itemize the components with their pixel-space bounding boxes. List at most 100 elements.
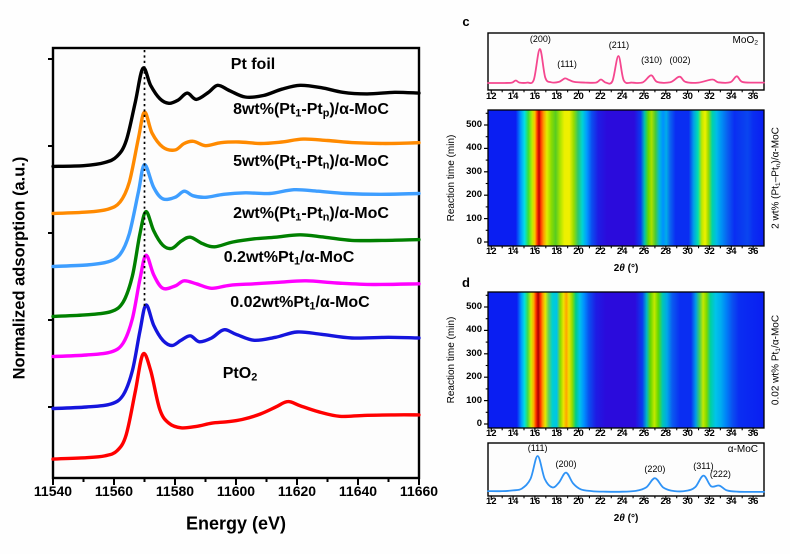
moo2-xrd-x-tick-label: 12 [485,91,497,102]
sample-label-002wt: 0.02 wt% Pt1/α-MoC [770,314,783,406]
xanes-curve-0p2wt [51,253,421,359]
x-tick-label: 11540 [33,483,73,499]
amoc-xrd-x-tick-label: 22 [595,496,606,507]
moo2-xrd-x-tick-label: 34 [725,91,737,102]
xanes-curve-pto2 [51,351,421,461]
amoc-xrd-x-tick-label: 28 [660,496,672,507]
amoc-xrd-x-tick-label: 34 [725,496,737,507]
amoc-xrd-x-tick-label: 18 [551,496,563,507]
heatmap-002wt-y-tick-label: 100 [466,394,482,406]
heatmap-2wt-y-tick-label: 500 [466,119,482,131]
panel-letter-d: d [462,275,470,291]
heatmap-2wt-y-tick-label: 200 [466,189,482,201]
amoc-xrd-peak-label: (311) [693,461,714,471]
heatmap-2wt-y-tick-label: 100 [466,212,482,224]
heatmap-002wt-x-tick-label: 24 [616,428,628,439]
heatmap-002wt-x-tick-label: 18 [551,428,563,439]
heatmap-002wt-x-tick-label: 26 [638,428,650,439]
heatmap-002wt-y-tick-label: 200 [466,371,482,383]
moo2-xrd-peak-label: (200) [529,34,551,44]
curve-label-8wt: 8wt%(Pt1-Ptp)/α-MoC [233,101,389,120]
amoc-compound-label: α-MoC [727,444,758,455]
heatmap-2wt-x-tick-label: 30 [682,246,693,257]
x-tick-label: 11600 [216,483,256,499]
heatmap-2wt-frame [487,109,765,247]
heatmap-2wt-x-tick-label: 32 [704,246,715,257]
amoc-xrd-x-tick-label: 24 [616,496,628,507]
heatmap-2wt-x-tick-label: 22 [595,246,606,257]
amoc-xrd-x-tick-label: 30 [682,496,693,507]
heatmap-002wt-y-tick-label: 500 [466,301,482,313]
curve-label-2wt: 2wt%(Pt1-Ptn)/α-MoC [233,205,389,224]
heatmap-002wt [488,292,764,428]
moo2-xrd-curve [487,48,765,85]
amoc-xrd-peak-label: (222) [709,469,731,479]
xanes-curve-pt-foil [51,66,421,169]
moo2-xrd-x-tick-label: 24 [616,91,628,102]
moo2-xrd-x-tick-label: 30 [682,91,693,102]
heatmap-2wt-x-tick-label: 26 [638,246,650,257]
heatmap-002wt-x-tick-label: 22 [595,428,606,439]
heatmap-002wt-y-tick-label: 300 [466,347,482,359]
sample-label-2wt: 2 wt% (Pt1–Ptn)/α-MoC [770,127,783,229]
moo2-xrd-x-tick-label: 18 [551,91,563,102]
heatmap-2wt-x-tick-label: 36 [747,246,759,257]
heatmap-002wt-y-tick-label: 0 [476,418,482,430]
xanes-curve-5wt [51,162,421,269]
curve-label-0p02wt: 0.02wt%Pt1/α-MoC [230,294,370,313]
moo2-xrd-x-tick-label: 16 [529,91,541,102]
moo2-xrd-x-tick-label: 14 [507,91,519,102]
heatmap-2wt-x-tick-label: 18 [551,246,563,257]
heatmap-002wt-x-tick-label: 30 [682,428,693,439]
moo2-xrd-peak-label: (211) [608,40,630,50]
heatmap-2wt-x-tick-label: 12 [485,246,497,257]
moo2-xrd-x-tick-label: 36 [747,91,759,102]
curve-label-5wt: 5wt%(Pt1-Ptn)/α-MoC [233,153,389,172]
reaction-time-axis-label-c: Reaction time (min) [445,134,457,222]
heatmap-2wt-y-tick-label: 300 [466,165,482,177]
moo2-xrd-peak-label: (310) [641,55,663,65]
heatmap-2wt-y-tick-label: 400 [466,142,482,154]
moo2-xrd-x-tick-label: 26 [638,91,650,102]
x-tick-label: 11660 [399,483,439,499]
moo2-xrd-peak-label: (002) [669,55,691,65]
xanes-curve-2wt [51,209,421,319]
x-tick-label: 11620 [277,483,317,499]
moo2-compound-label: MoO2 [732,35,758,47]
amoc-xrd-peak-label: (200) [555,459,577,469]
moo2-xrd-x-tick-label: 32 [704,91,715,102]
amoc-xrd-curve [487,455,765,493]
heatmap-002wt-y-tick-label: 400 [466,324,482,336]
amoc-xrd-x-tick-label: 32 [704,496,715,507]
adsorption-axis-label: Normalized adsorption (a.u.) [10,156,29,380]
x-tick-label: 11580 [155,483,195,499]
heatmap-002wt-frame [487,291,765,429]
x-tick-label: 11640 [338,483,378,499]
heatmap-2wt-x-tick-label: 20 [573,246,584,257]
heatmap-2wt-x-tick-label: 16 [529,246,541,257]
heatmap-002wt-x-tick-label: 20 [573,428,584,439]
two-theta-axis-label-d: 2θ (°) [613,512,639,524]
amoc-xrd-x-tick-label: 12 [485,496,497,507]
curve-label-pto2: PtO2 [222,365,258,384]
moo2-xrd-peak-label: (111) [557,59,577,69]
curve-label-pt-foil: Pt foil [230,56,276,73]
two-theta-axis-label-c: 2θ (°) [613,262,639,274]
amoc-xrd-x-tick-label: 36 [747,496,759,507]
reaction-time-axis-label-d: Reaction time (min) [445,316,457,404]
heatmap-2wt-y-tick-label: 0 [476,236,482,248]
moo2-xrd-x-tick-label: 22 [595,91,606,102]
heatmap-002wt-x-tick-label: 16 [529,428,541,439]
xanes-curve-8wt [51,110,421,216]
amoc-xrd-x-tick-label: 26 [638,496,650,507]
heatmap-2wt-x-tick-label: 28 [660,246,672,257]
x-tick-label: 11560 [94,483,134,499]
moo2-xrd-x-tick-label: 28 [660,91,672,102]
xanes-frame [51,46,421,480]
heatmap-002wt-x-tick-label: 34 [725,428,737,439]
amoc-xrd-x-tick-label: 16 [529,496,541,507]
heatmap-002wt-x-tick-label: 12 [485,428,497,439]
curve-label-0p2wt: 0.2wt%Pt1/α-MoC [223,249,355,268]
